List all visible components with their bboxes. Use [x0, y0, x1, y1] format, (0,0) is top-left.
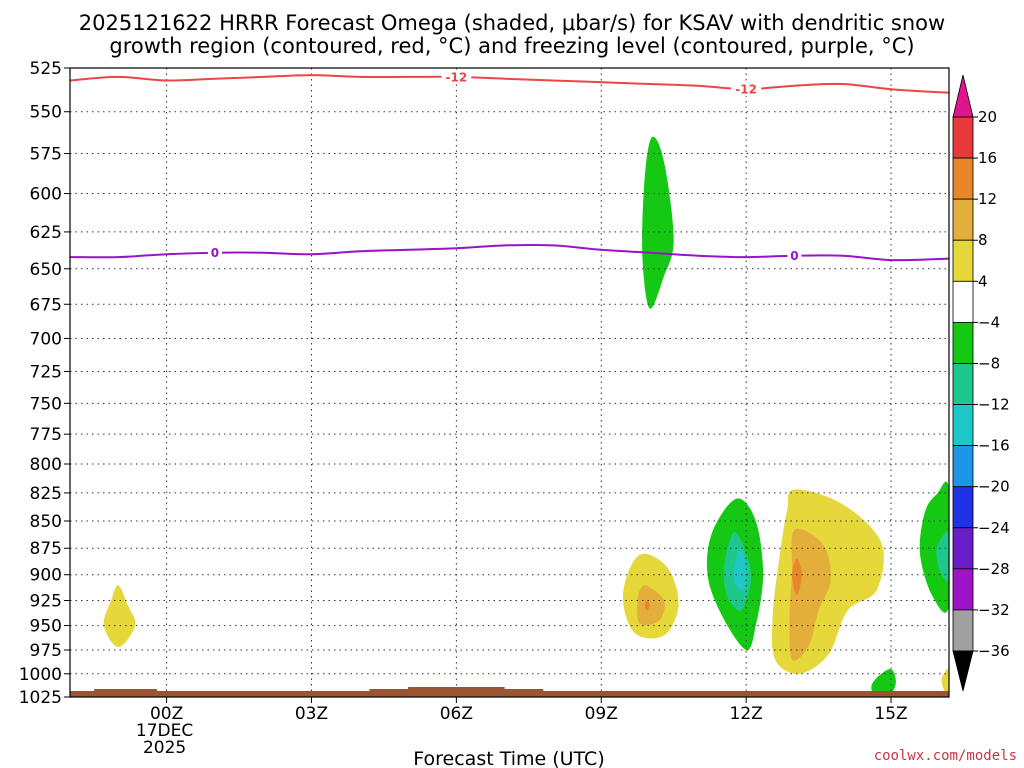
- colorbar-band-4: [952, 280, 974, 323]
- contour-label-0-0: -12: [446, 70, 468, 84]
- x-axis-label: Forecast Time (UTC): [413, 748, 604, 768]
- colorbar-band-5: [952, 321, 974, 364]
- contour-label-bg: [207, 245, 222, 260]
- y-tick-label-875: 875: [30, 539, 62, 559]
- contour-label-1-1: 0: [790, 249, 798, 263]
- colorbar-band-7: [952, 404, 974, 447]
- ground-bump: [94, 689, 157, 692]
- contour-label-bg: [731, 82, 762, 97]
- colorbar-band-1: [952, 157, 974, 200]
- colorbar-label-5: −4: [978, 313, 1000, 331]
- colorbar-band-11: [952, 568, 974, 611]
- omega-descent-area-4: [644, 600, 650, 611]
- colorbar-label-7: −12: [978, 396, 1010, 414]
- omega-ascent-area-0: [642, 136, 674, 309]
- x-tick-label-15Z: 15Z: [874, 704, 907, 724]
- contour-label-bg: [441, 69, 472, 84]
- colorbar-label-1: 16: [978, 149, 997, 167]
- x-tick-label-06Z: 06Z: [440, 704, 473, 724]
- y-tick-label-800: 800: [30, 455, 62, 475]
- y-tick-label-850: 850: [30, 512, 62, 532]
- x-tick-date-label: 17DEC: [136, 721, 193, 741]
- colorbar-label-12: −32: [978, 601, 1010, 619]
- colorbar-label-9: −20: [978, 478, 1010, 496]
- y-tick-label-600: 600: [30, 185, 62, 205]
- title-line-1: 2025121622 HRRR Forecast Omega (shaded, …: [79, 11, 945, 35]
- colorbar-band-9: [952, 486, 974, 529]
- colorbar-label-11: −28: [978, 560, 1010, 578]
- colorbar-label-10: −24: [978, 519, 1010, 537]
- colorbar-band-0: [952, 116, 974, 159]
- colorbar-label-3: 8: [978, 231, 988, 249]
- y-tick-label-1025: 1025: [19, 688, 62, 708]
- plot-area: -12 -12 0 0: [69, 67, 950, 698]
- plot-frame: [69, 67, 950, 698]
- ground-bump: [408, 687, 505, 690]
- colorbar-label-4: 4: [978, 272, 988, 290]
- colorbar-label-13: −36: [978, 642, 1010, 660]
- y-tick-label-575: 575: [30, 145, 62, 165]
- colorbar-band-3: [952, 239, 974, 282]
- x-tick-label-12Z: 12Z: [730, 704, 763, 724]
- y-tick-label-650: 650: [30, 260, 62, 280]
- y-tick-label-625: 625: [30, 223, 62, 243]
- omega-ascent-area-13: [871, 668, 896, 694]
- omega-descent-area-10: [792, 558, 802, 596]
- y-tick-label-975: 975: [30, 641, 62, 661]
- y-tick-label-525: 525: [30, 59, 62, 79]
- grid-lines: [70, 68, 949, 697]
- omega-descent-area-9: [789, 528, 831, 661]
- y-tick-label-725: 725: [30, 362, 62, 382]
- y-tick-label-950: 950: [30, 617, 62, 637]
- colorbar-bottom-arrow: [952, 650, 974, 692]
- y-tick-label-700: 700: [30, 329, 62, 349]
- x-tick-year-label: 2025: [143, 738, 186, 758]
- ground-bump: [369, 689, 544, 692]
- y-tick-label-825: 825: [30, 484, 62, 504]
- ground-surface: [70, 691, 949, 697]
- colorbar-label-2: 12: [978, 190, 997, 208]
- omega-descent-area-3: [636, 585, 665, 626]
- contour-label-1-0: 0: [211, 246, 219, 260]
- title-line-2: growth region (contoured, red, °C) and f…: [109, 34, 914, 58]
- ground-layer: [70, 687, 949, 697]
- omega-ascent-area-12: [936, 530, 949, 582]
- omega-ascent-area-7: [733, 547, 747, 591]
- colorbar-label-8: −16: [978, 437, 1010, 455]
- contour-line-0: [70, 74, 949, 94]
- y-tick-label-900: 900: [30, 566, 62, 586]
- colorbar-band-8: [952, 445, 974, 488]
- colorbar: 20 16 12 8 4 −4 −8 −12 −16 −20 −24 −28 −32 −36: [952, 74, 1010, 692]
- colorbar-band-2: [952, 198, 974, 241]
- watermark-text: coolwx.com/models: [874, 748, 1017, 764]
- colorbar-band-12: [952, 609, 974, 652]
- y-tick-label-775: 775: [30, 425, 62, 445]
- x-tick-label-00Z: 00Z: [150, 704, 183, 724]
- contour-label-0-1: -12: [735, 83, 757, 97]
- y-tick-label-550: 550: [30, 103, 62, 123]
- colorbar-label-6: −8: [978, 354, 1000, 372]
- omega-shading: [103, 136, 949, 696]
- y-tick-label-1000: 1000: [19, 665, 62, 685]
- y-axis-ticks: 525 550 575 600 625 650 675 700 725 750 775 800 825 8…: [19, 59, 70, 708]
- temperature-contours: -12 -12 0 0: [70, 69, 949, 263]
- contour-label-bg: [787, 248, 802, 263]
- y-tick-label-750: 750: [30, 394, 62, 414]
- y-tick-label-675: 675: [30, 295, 62, 315]
- x-tick-label-09Z: 09Z: [585, 704, 618, 724]
- omega-descent-area-14: [941, 668, 949, 696]
- colorbar-band-10: [952, 527, 974, 570]
- colorbar-label-0: 20: [978, 108, 997, 126]
- omega-descent-area-1: [103, 585, 136, 648]
- colorbar-band-6: [952, 363, 974, 405]
- colorbar-top-arrow: [952, 74, 974, 118]
- y-tick-label-925: 925: [30, 591, 62, 611]
- x-tick-label-03Z: 03Z: [295, 704, 328, 724]
- omega-ascent-area-11: [919, 481, 949, 613]
- contour-line-1: [70, 243, 949, 262]
